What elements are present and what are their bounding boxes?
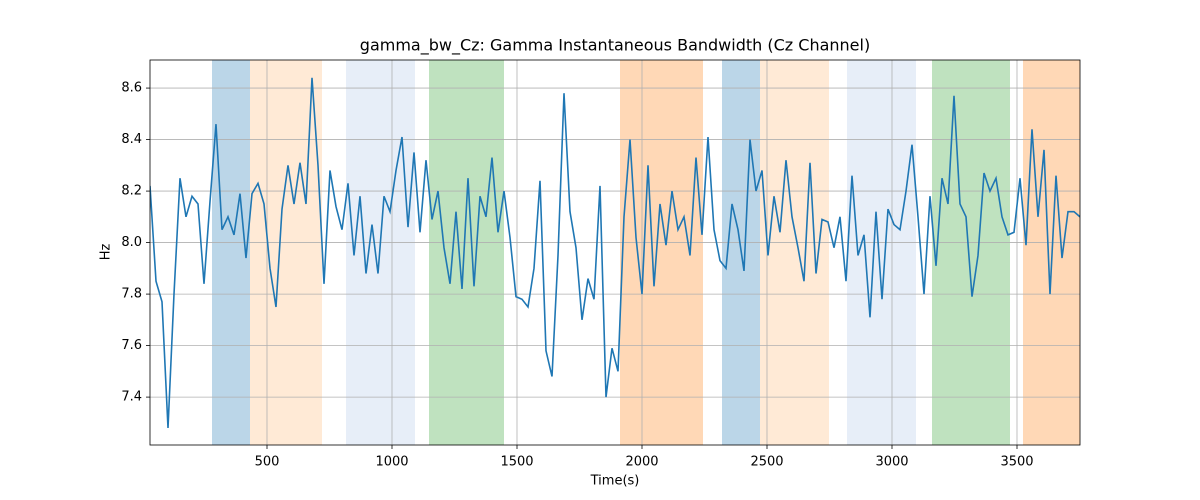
y-tick-label: 7.4 bbox=[121, 390, 142, 405]
shaded-band bbox=[760, 60, 829, 445]
x-axis-label: Time(s) bbox=[590, 474, 640, 489]
shaded-band bbox=[932, 60, 1010, 445]
chart-title: gamma_bw_Cz: Gamma Instantaneous Bandwid… bbox=[360, 36, 870, 56]
x-tick-label: 3500 bbox=[1000, 455, 1033, 470]
y-tick-label: 7.8 bbox=[121, 287, 142, 302]
y-tick-label: 8.6 bbox=[121, 81, 142, 96]
x-tick-label: 1000 bbox=[375, 455, 408, 470]
x-tick-label: 1500 bbox=[500, 455, 533, 470]
shaded-band bbox=[346, 60, 415, 445]
y-tick-label: 8.2 bbox=[121, 184, 142, 199]
shaded-band bbox=[250, 60, 322, 445]
x-tick-label: 2000 bbox=[625, 455, 658, 470]
data-line bbox=[150, 77, 1080, 429]
y-tick-label: 7.6 bbox=[121, 338, 142, 353]
y-tick-label: 8.4 bbox=[121, 132, 142, 147]
plot-frame bbox=[149, 59, 1081, 446]
x-tick-label: 2500 bbox=[750, 455, 783, 470]
shaded-band bbox=[429, 60, 504, 445]
x-tick-label: 3000 bbox=[875, 455, 908, 470]
y-axis-label: Hz bbox=[99, 244, 114, 261]
shaded-band bbox=[212, 60, 250, 445]
y-tick-label: 8.0 bbox=[121, 235, 142, 250]
x-tick-label: 500 bbox=[255, 455, 280, 470]
